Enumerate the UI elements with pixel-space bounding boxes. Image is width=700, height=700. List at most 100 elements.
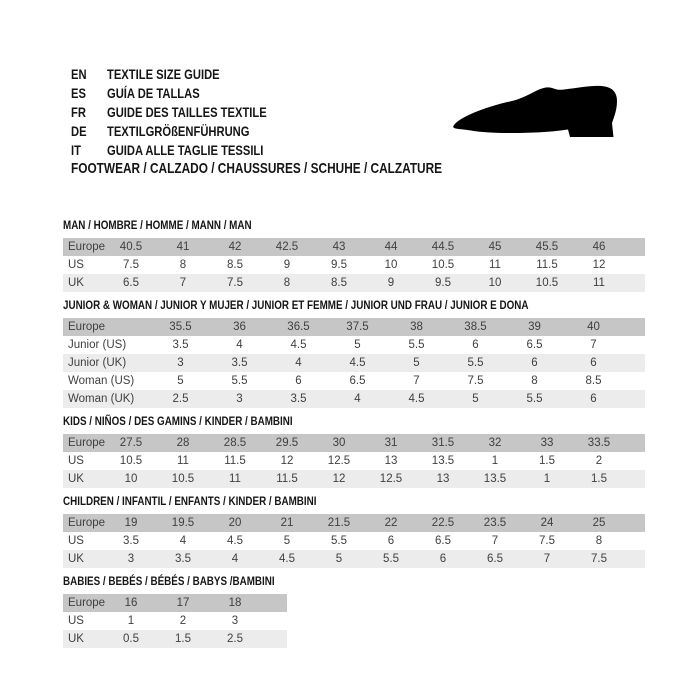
lang-row-fr: FR GUIDE DES TAILLES TEXTILE [71, 102, 307, 121]
row-spacer [623, 372, 645, 390]
size-cell: 4.5 [387, 390, 446, 408]
size-cell: 1.5 [573, 470, 625, 488]
size-cell: 10 [365, 256, 417, 274]
size-cell: 21 [261, 514, 313, 532]
section-title-man: MAN / HOMBRE / HOMME / MANN / MAN [63, 218, 252, 232]
size-cell: 2 [157, 612, 209, 630]
row-label: UK [63, 470, 105, 488]
size-cell: 5 [151, 372, 210, 390]
size-cell: 1 [105, 612, 157, 630]
size-cell: 4 [328, 390, 387, 408]
lang-row-es: ES GUÍA DE TALLAS [71, 83, 307, 102]
size-cell: 0.5 [105, 630, 157, 648]
table-row: Europe 35.5 36 36.5 37.5 38 38.5 39 40 [63, 318, 645, 336]
size-cell: 39 [505, 318, 564, 336]
section-kids: KIDS / NIÑOS / DES GAMINS / KINDER / BAM… [63, 415, 663, 488]
size-cell: 5.5 [365, 550, 417, 568]
size-cell: 10 [469, 274, 521, 292]
size-cell: 32 [469, 434, 521, 452]
size-cell: 11.5 [209, 452, 261, 470]
row-spacer [625, 434, 645, 452]
size-cell: 6 [564, 390, 623, 408]
size-cell: 43 [313, 238, 365, 256]
size-cell: 9 [261, 256, 313, 274]
size-cell: 45 [469, 238, 521, 256]
row-label: Junior (US) [63, 336, 151, 354]
size-cell: 6.5 [417, 532, 469, 550]
size-cell: 4.5 [261, 550, 313, 568]
size-cell: 36.5 [269, 318, 328, 336]
size-cell: 11 [469, 256, 521, 274]
size-cell: 5.5 [446, 354, 505, 372]
size-cell: 12.5 [365, 470, 417, 488]
size-cell: 8.5 [209, 256, 261, 274]
size-cell: 11 [573, 274, 625, 292]
size-cell: 6 [564, 354, 623, 372]
section-title-babies: BABIES / BEBÉS / BÉBÉS / BABYS /BAMBINI [63, 574, 275, 588]
lang-code: ES [71, 84, 86, 101]
row-spacer [625, 274, 645, 292]
row-spacer [623, 390, 645, 408]
size-cell: 3 [209, 612, 261, 630]
dress-shoe-icon [453, 85, 617, 137]
size-cell: 13 [365, 452, 417, 470]
lang-row-en: EN TEXTILE SIZE GUIDE [71, 64, 307, 83]
size-cell: 19.5 [157, 514, 209, 532]
row-spacer [625, 452, 645, 470]
row-label: UK [63, 550, 105, 568]
size-cell: 36 [210, 318, 269, 336]
size-cell: 28 [157, 434, 209, 452]
size-cell: 3 [105, 550, 157, 568]
row-spacer [261, 630, 287, 648]
size-cell: 46 [573, 238, 625, 256]
size-cell: 45.5 [521, 238, 573, 256]
size-cell: 7 [469, 532, 521, 550]
table-row: Woman (UK) 2.5 3 3.5 4 4.5 5 5.5 6 [63, 390, 645, 408]
size-cell: 4 [269, 354, 328, 372]
size-cell: 4 [209, 550, 261, 568]
size-cell: 2 [573, 452, 625, 470]
size-cell: 1.5 [157, 630, 209, 648]
size-cell: 16 [105, 594, 157, 612]
row-label: US [63, 532, 105, 550]
size-cell: 42 [209, 238, 261, 256]
size-cell: 31.5 [417, 434, 469, 452]
size-cell: 4.5 [328, 354, 387, 372]
size-cell: 8 [573, 532, 625, 550]
size-table-man: Europe 40.5 41 42 42.5 43 44 44.5 45 45.5 46 US 7.5 8… [63, 238, 645, 292]
size-cell: 7 [564, 336, 623, 354]
size-cell: 7 [387, 372, 446, 390]
lang-row-de: DE TEXTILGRÖßENFÜHRUNG [71, 121, 307, 140]
lang-label: GUÍA DE TALLAS [107, 84, 200, 101]
size-cell: 30 [313, 434, 365, 452]
size-cell: 10.5 [521, 274, 573, 292]
size-cell: 3 [151, 354, 210, 372]
table-row: UK 3 3.5 4 4.5 5 5.5 6 6.5 7 7.5 [63, 550, 645, 568]
size-cell: 6.5 [469, 550, 521, 568]
row-label: Junior (UK) [63, 354, 151, 372]
size-cell: 44.5 [417, 238, 469, 256]
size-cell: 13 [417, 470, 469, 488]
table-row: Junior (UK) 3 3.5 4 4.5 5 5.5 6 6 [63, 354, 645, 372]
size-cell: 11.5 [521, 256, 573, 274]
row-spacer [623, 318, 645, 336]
section-title-children: CHILDREN / INFANTIL / ENFANTS / KINDER /… [63, 494, 317, 508]
size-cell: 3.5 [105, 532, 157, 550]
lang-label: TEXTILE SIZE GUIDE [107, 65, 220, 82]
size-tables: MAN / HOMBRE / HOMME / MANN / MAN Europe… [63, 219, 663, 655]
size-cell: 6 [446, 336, 505, 354]
row-spacer [625, 514, 645, 532]
language-guide-list: EN TEXTILE SIZE GUIDE ES GUÍA DE TALLAS … [71, 64, 307, 159]
section-title-junior-woman: JUNIOR & WOMAN / JUNIOR Y MUJER / JUNIOR… [63, 298, 529, 312]
row-spacer [261, 594, 287, 612]
size-cell: 5 [446, 390, 505, 408]
size-cell: 33.5 [573, 434, 625, 452]
size-cell: 1.5 [521, 452, 573, 470]
size-cell: 5.5 [387, 336, 446, 354]
size-cell: 6 [269, 372, 328, 390]
size-cell: 4.5 [269, 336, 328, 354]
row-spacer [625, 532, 645, 550]
table-row: US 10.5 11 11.5 12 12.5 13 13.5 1 1.5 2 [63, 452, 645, 470]
size-cell: 6.5 [505, 336, 564, 354]
table-row: UK 6.5 7 7.5 8 8.5 9 9.5 10 10.5 11 [63, 274, 645, 292]
